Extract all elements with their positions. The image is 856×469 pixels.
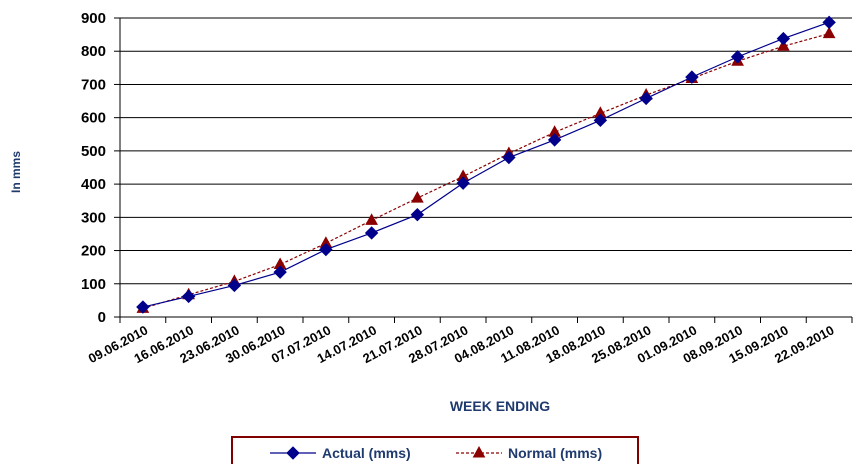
data-point [822,26,836,39]
series-actual [136,15,836,314]
y-tick-label: 200 [81,243,106,260]
data-point [410,207,425,222]
legend-marker [472,445,486,458]
data-point [181,289,196,304]
data-point [364,226,379,240]
data-point [273,265,287,279]
y-tick-label: 700 [81,76,106,93]
legend-item: Normal (mms) [456,445,602,461]
y-tick-label: 900 [81,10,106,27]
y-axis-title: In mms [9,151,23,193]
y-tick-label: 0 [98,309,106,326]
data-point [593,113,608,128]
y-tick-label: 600 [81,110,106,127]
data-point [502,150,516,165]
data-point [411,191,424,203]
data-point [639,91,653,106]
series-line [142,33,830,309]
data-point [547,133,562,147]
y-tick-label: 800 [81,43,106,60]
axes [114,17,853,323]
data-point [730,50,745,64]
data-point [822,15,836,30]
y-tick-labels: 0 100 200 300 400 500 600 700 800 900 [81,10,106,326]
legend-label: Actual (mms) [322,445,411,461]
legend: Actual (mms) Normal (mms) [231,436,639,469]
y-tick-label: 300 [81,209,106,226]
series-line [142,21,830,308]
gridlines [120,17,852,285]
x-axis-title: WEEK ENDING [450,398,550,414]
data-point [227,278,242,293]
data-point [136,300,150,314]
y-tick-label: 100 [81,276,106,293]
data-point [319,242,333,257]
data-point [776,31,791,46]
series [136,15,836,314]
y-tick-label: 400 [81,176,106,193]
y-tick-label: 500 [81,143,106,160]
legend-item: Actual (mms) [270,445,411,461]
x-tick-labels: 09.06.201016.06.201023.06.201030.06.2010… [86,322,837,366]
data-point [456,176,470,190]
data-point [685,70,699,84]
legend-marker [286,446,300,460]
legend-label: Normal (mms) [508,445,602,461]
data-point [365,213,378,225]
